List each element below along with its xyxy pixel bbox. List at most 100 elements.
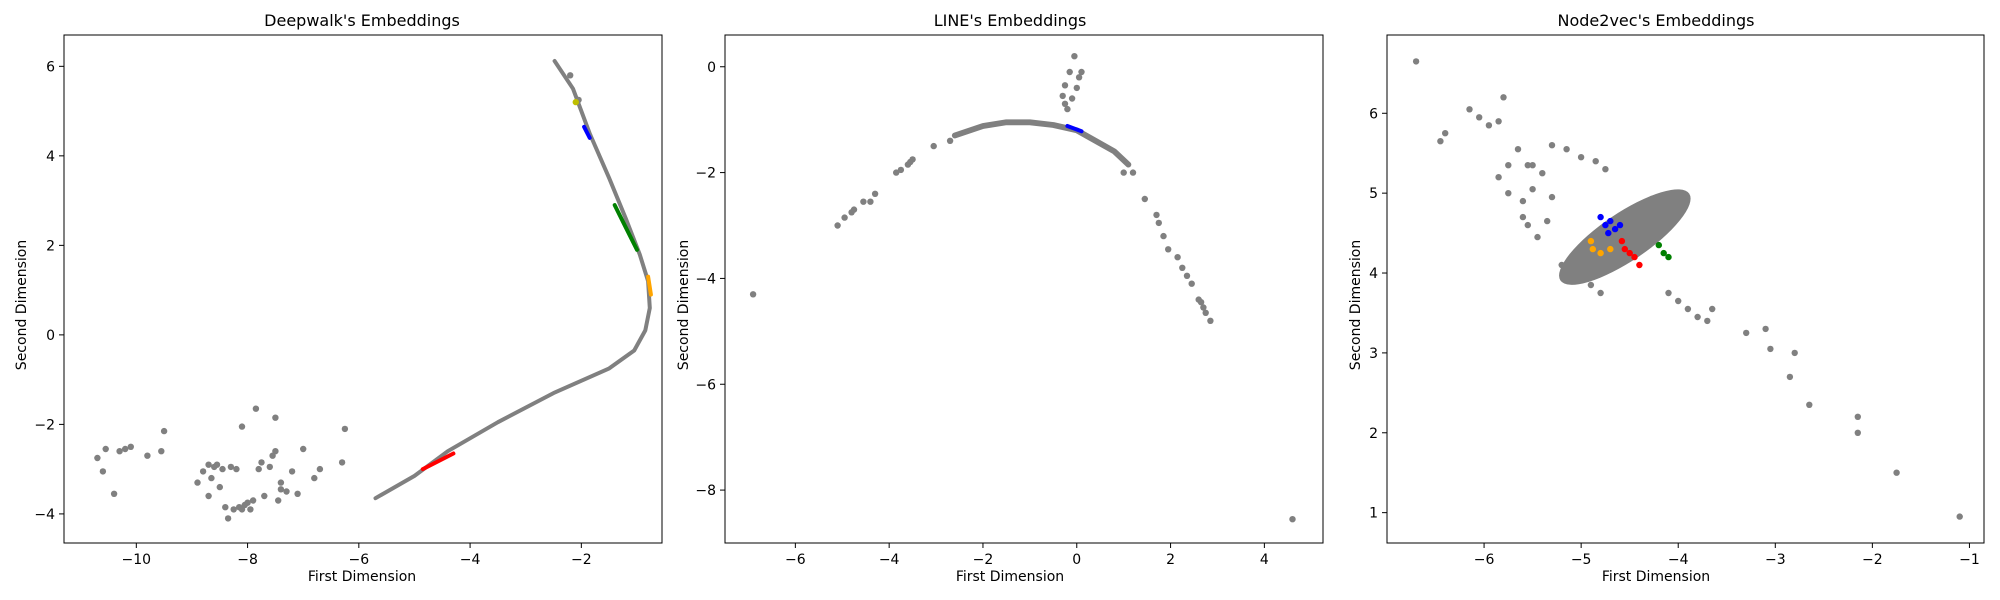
data-point xyxy=(1597,213,1604,221)
data-point xyxy=(277,479,285,486)
data-point xyxy=(946,137,954,144)
data-point xyxy=(116,448,123,455)
y-axis-label: Second Dimension xyxy=(1348,240,1364,370)
data-point xyxy=(1558,261,1565,269)
data-point xyxy=(1544,217,1551,225)
data-point xyxy=(1563,146,1570,153)
data-point xyxy=(1660,249,1667,257)
embedding-cloud xyxy=(1559,189,1691,285)
data-point xyxy=(1495,118,1502,125)
data-point xyxy=(893,169,900,176)
x-tick-label: −3 xyxy=(1765,552,1786,568)
y-tick-label: 0 xyxy=(46,328,55,344)
data-point xyxy=(1694,313,1701,321)
data-point xyxy=(258,459,265,466)
plot-marks xyxy=(749,53,1296,523)
data-point xyxy=(567,72,574,79)
data-point xyxy=(1529,186,1536,193)
data-point xyxy=(1611,225,1619,233)
data-point xyxy=(227,463,235,471)
data-point xyxy=(261,492,268,500)
x-axis-label: First Dimension xyxy=(956,569,1064,585)
data-point xyxy=(1442,130,1449,137)
data-point xyxy=(1155,219,1163,227)
data-point xyxy=(1075,74,1083,81)
data-point xyxy=(1854,413,1862,420)
data-point xyxy=(1626,249,1633,257)
axes-frame xyxy=(63,34,663,544)
data-point xyxy=(247,506,254,513)
y-tick-label: 4 xyxy=(46,149,55,165)
data-point xyxy=(1655,241,1663,249)
data-point xyxy=(1179,264,1186,271)
embedding-curve-1 xyxy=(582,124,592,140)
data-point xyxy=(1289,516,1296,523)
y-axis-label: Second Dimension xyxy=(14,240,30,370)
data-point xyxy=(222,504,229,511)
y-tick-label: −8 xyxy=(695,483,716,499)
data-point xyxy=(1524,162,1532,169)
y-tick-label: 1 xyxy=(1369,506,1378,522)
data-point xyxy=(897,166,905,174)
data-point xyxy=(1534,233,1541,241)
data-point xyxy=(1066,68,1073,76)
data-point xyxy=(219,465,226,473)
data-point xyxy=(1539,170,1546,177)
data-point xyxy=(213,461,221,468)
data-point xyxy=(834,222,841,229)
data-point xyxy=(230,506,237,513)
node2vec-panel: Node2vec's Embeddings −6 −5 −4 −3 −2 −1 1 2 3 4 5 6… xyxy=(1348,11,1985,585)
x-tick-label: −5 xyxy=(1571,552,1592,568)
data-point xyxy=(1202,309,1209,316)
x-tick-label: −6 xyxy=(1474,552,1495,568)
x-tick-label: −4 xyxy=(460,552,481,568)
data-point xyxy=(1893,469,1900,476)
data-point xyxy=(1160,232,1167,240)
data-point xyxy=(102,445,109,453)
data-point xyxy=(311,474,318,482)
x-tick-label: −1 xyxy=(1959,552,1980,568)
data-point xyxy=(294,490,301,497)
data-point xyxy=(1806,401,1813,408)
data-point xyxy=(1636,261,1643,269)
data-point xyxy=(1854,429,1862,436)
tick-labels: −10 −8 −6 −4 −2 −4 −2 0 2 4 6 xyxy=(34,59,591,568)
data-point xyxy=(1548,142,1556,149)
data-point xyxy=(1956,513,1963,520)
y-tick-label: −4 xyxy=(34,507,55,523)
y-tick-label: −4 xyxy=(695,271,716,287)
data-point xyxy=(1485,122,1493,129)
data-point xyxy=(1767,345,1774,353)
data-point xyxy=(1587,237,1595,245)
data-point xyxy=(1073,84,1081,92)
data-point xyxy=(1592,158,1599,165)
data-point xyxy=(341,425,349,433)
panel-title: LINE's Embeddings xyxy=(934,11,1087,30)
data-point xyxy=(127,443,134,450)
data-point xyxy=(1631,253,1638,261)
data-point xyxy=(160,427,168,435)
y-tick-label: 4 xyxy=(1369,266,1378,282)
data-point xyxy=(194,479,201,486)
data-point xyxy=(1183,272,1191,279)
axes-frame xyxy=(1386,34,1985,544)
y-tick-label: 6 xyxy=(46,59,55,75)
data-point xyxy=(1684,305,1692,313)
y-tick-label: −6 xyxy=(695,377,716,393)
data-point xyxy=(930,142,937,150)
data-point xyxy=(1505,162,1512,169)
y-tick-label: 2 xyxy=(1369,426,1378,442)
data-point xyxy=(850,206,858,213)
data-point xyxy=(1529,162,1536,169)
data-point xyxy=(233,465,240,473)
data-point xyxy=(1605,229,1612,237)
data-point xyxy=(1762,325,1769,333)
panel-title: Node2vec's Embeddings xyxy=(1558,11,1755,30)
data-point xyxy=(1607,217,1614,225)
embedding-curve-0 xyxy=(951,119,1132,168)
data-point xyxy=(1519,197,1527,205)
data-point xyxy=(1495,174,1502,181)
x-tick-label: 4 xyxy=(1260,552,1269,568)
plot-marks xyxy=(94,59,653,522)
